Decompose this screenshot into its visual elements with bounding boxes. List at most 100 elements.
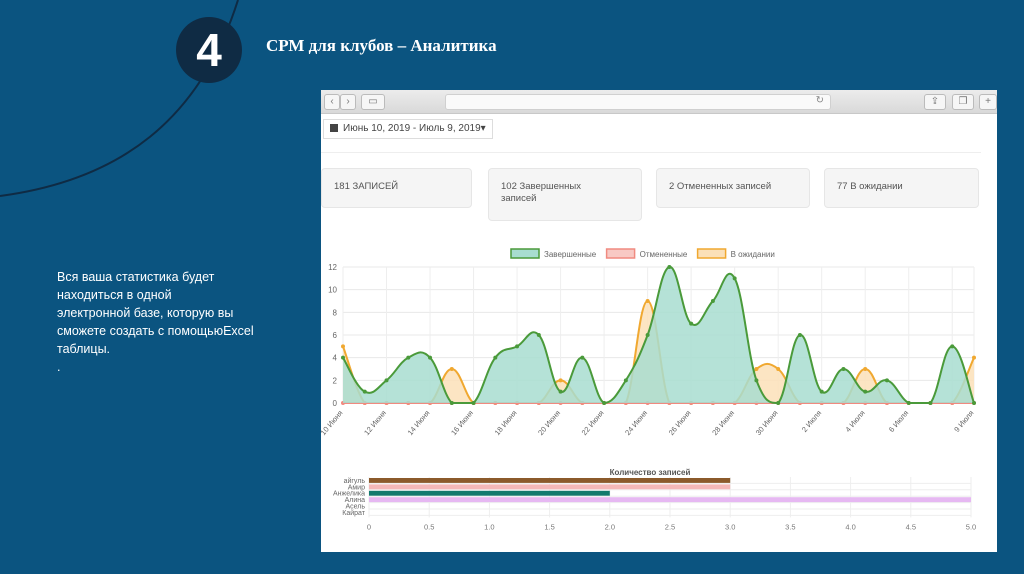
reload-icon[interactable]: ↻ <box>815 95 824 106</box>
category-label: Кайрат <box>342 509 366 517</box>
category-label: айгуль <box>344 477 366 485</box>
data-point <box>950 344 955 349</box>
back-icon[interactable]: ‹ <box>324 94 340 110</box>
y-tick-label: 2 <box>333 376 338 385</box>
category-label: Амир <box>348 484 365 491</box>
y-tick-label: 10 <box>328 286 337 295</box>
card-cancelled: 2 Отмененных записей <box>656 168 810 208</box>
x-tick-label: 26 Июня <box>667 409 693 438</box>
data-point <box>558 389 563 394</box>
data-point <box>884 378 889 383</box>
data-point <box>341 355 345 360</box>
data-point <box>384 378 389 383</box>
data-point <box>732 276 737 281</box>
x-tick-label: 2.5 <box>665 522 675 531</box>
y-tick-label: 0 <box>333 399 338 408</box>
x-tick-label: 1.0 <box>484 522 494 531</box>
legend-swatch <box>605 248 636 259</box>
data-point <box>449 367 454 371</box>
card-completed: 102 Завершенных записей <box>488 168 642 221</box>
x-tick-label: 3.5 <box>785 522 795 531</box>
sidebar-icon[interactable]: ▭ <box>361 94 385 110</box>
bar-chart-title: Количество записей <box>610 468 691 477</box>
data-point <box>710 299 715 303</box>
x-tick-label: 6 Июля <box>887 409 910 434</box>
y-tick-label: 6 <box>333 331 338 340</box>
legend-label: Отмененные <box>640 250 688 259</box>
x-tick-label: 0 <box>367 522 371 531</box>
data-point <box>471 401 476 405</box>
share-icon[interactable]: ⇪ <box>924 94 946 110</box>
data-point <box>580 355 585 360</box>
category-label: Анжелика <box>333 491 365 498</box>
legend-label: Завершенные <box>544 250 597 259</box>
data-point <box>819 389 824 394</box>
y-tick-label: 4 <box>333 354 338 363</box>
bar-0 <box>369 478 731 483</box>
x-tick-label: 3.0 <box>725 522 735 531</box>
category-label: Асель <box>345 504 365 511</box>
data-point <box>558 378 563 383</box>
card-total: 181 ЗАПИСЕЙ <box>321 168 472 208</box>
x-tick-label: 9 Июля <box>952 409 975 434</box>
slide-description: Вся ваша статистика будет находиться в о… <box>57 270 254 374</box>
category-label: Алина <box>345 497 366 504</box>
y-tick-label: 8 <box>333 308 338 317</box>
x-tick-label: 18 Июня <box>493 409 519 438</box>
tabs-icon[interactable]: ❐ <box>952 94 974 110</box>
x-tick-label: 28 Июня <box>710 409 736 438</box>
date-range-picker[interactable]: Июнь 10, 2019 - Июль 9, 2019▾ <box>323 119 493 139</box>
series-area-0 <box>343 266 974 403</box>
data-point <box>863 367 868 371</box>
bookings-line-chart: 0 2 4 6 8 10 12 10 Июня 12 Июня 14 Июня 16 Июня 18 … <box>321 248 976 438</box>
data-point <box>972 401 976 405</box>
x-tick-label: 12 Июня <box>362 409 388 438</box>
data-point <box>493 355 498 360</box>
data-point <box>515 344 520 349</box>
data-point <box>776 367 781 371</box>
card-pending: 77 В ожидании <box>824 168 979 208</box>
data-point <box>623 378 628 383</box>
data-point <box>536 333 541 337</box>
data-point <box>906 401 911 405</box>
x-tick-label: 0.5 <box>424 522 434 531</box>
app-screenshot: ‹ › ▭ ↻ ⇪ ❐ + Июнь 10, 2019 - Июль 9, 20… <box>321 90 997 552</box>
bar-1 <box>369 484 731 490</box>
forward-icon[interactable]: › <box>340 94 356 110</box>
y-tick-label: 12 <box>328 263 337 272</box>
data-point <box>645 299 650 303</box>
data-point <box>972 355 976 360</box>
x-tick-label: 10 Июня <box>321 409 345 438</box>
x-tick-label: 2 Июля <box>800 409 823 434</box>
x-tick-label: 4 Июля <box>843 409 866 434</box>
new-tab-icon[interactable]: + <box>979 94 997 110</box>
x-tick-label: 24 Июня <box>623 409 649 438</box>
slide-number-badge: 4 <box>176 17 242 83</box>
data-point <box>689 321 694 326</box>
data-point <box>928 401 933 405</box>
data-point <box>754 378 759 383</box>
date-range-label: Июнь 10, 2019 - Июль 9, 2019 <box>343 123 481 134</box>
address-bar[interactable]: ↻ <box>445 94 831 110</box>
data-point <box>797 333 802 337</box>
data-point <box>341 344 345 349</box>
x-tick-label: 30 Июня <box>754 409 780 438</box>
data-point <box>754 367 759 371</box>
browser-toolbar: ‹ › ▭ ↻ ⇪ ❐ + <box>321 90 997 114</box>
data-point <box>428 355 433 360</box>
data-point <box>406 355 411 360</box>
legend-swatch <box>696 248 727 259</box>
data-point <box>841 367 846 371</box>
data-point <box>602 401 607 405</box>
data-point <box>362 389 367 394</box>
x-tick-label: 4.5 <box>906 522 916 531</box>
x-tick-label: 22 Июня <box>580 409 606 438</box>
data-point <box>667 265 672 269</box>
bookings-bar-chart: Количество записей 0 0.5 1.0 1.5 2.0 2.5 3.0 3.5… <box>333 468 976 531</box>
legend-swatch <box>510 248 540 259</box>
x-tick-label: 2.0 <box>605 522 615 531</box>
data-point <box>645 333 650 337</box>
legend-label: В ожидании <box>731 250 775 259</box>
data-point <box>863 389 868 394</box>
data-point <box>776 401 781 405</box>
